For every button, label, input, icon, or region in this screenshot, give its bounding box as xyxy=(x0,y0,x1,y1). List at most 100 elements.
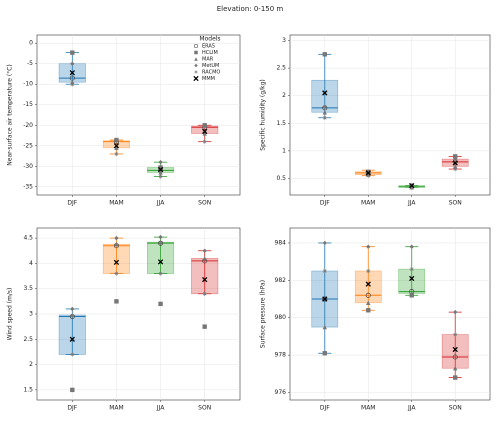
model-marker xyxy=(366,308,371,313)
mean-marker xyxy=(409,182,415,189)
y-axis-label: Surface pressure (hPa) xyxy=(260,280,267,348)
x-tick-label: MAM xyxy=(361,200,375,207)
mean-marker xyxy=(322,296,328,302)
model-marker xyxy=(409,266,414,272)
model-marker xyxy=(202,291,207,296)
plot-area xyxy=(289,34,491,196)
model-marker xyxy=(322,115,327,120)
mean-marker xyxy=(365,170,371,176)
y-tick-label: 978 xyxy=(275,352,287,359)
x-tick-label: JJA xyxy=(156,200,165,207)
mean-marker xyxy=(69,336,75,342)
model-marker xyxy=(158,165,163,170)
model-marker xyxy=(70,312,75,318)
model-marker xyxy=(158,170,163,175)
model-marker xyxy=(202,256,207,261)
x-tick-label: SON xyxy=(198,405,211,412)
box xyxy=(102,243,130,274)
model-marker xyxy=(114,138,119,144)
model-marker xyxy=(452,354,458,360)
y-tick-label: 3.5 xyxy=(23,285,33,292)
mean-marker xyxy=(113,259,120,266)
model-marker xyxy=(202,139,207,144)
y-tick-label: -20 xyxy=(23,122,33,129)
y-tick-label: 2.5 xyxy=(276,65,286,72)
y-tick-label: 980 xyxy=(275,314,287,321)
x-tick-label: JJA xyxy=(156,405,165,412)
model-marker xyxy=(322,52,327,57)
y-tick-label: -5 xyxy=(27,60,33,67)
mean-marker xyxy=(157,166,164,173)
box xyxy=(191,258,219,295)
box xyxy=(441,334,469,369)
model-marker xyxy=(322,351,327,356)
model-marker xyxy=(409,244,414,249)
y-axis-label: Wind speed (m/s) xyxy=(7,288,14,341)
model-marker xyxy=(158,159,163,165)
model-marker xyxy=(453,366,458,371)
y-tick-label: 2 xyxy=(282,92,286,99)
mean-marker xyxy=(202,276,208,283)
legend-label: MetUM xyxy=(202,63,219,69)
y-tick-label: -15 xyxy=(23,101,33,108)
mean-marker xyxy=(322,90,328,96)
model-marker xyxy=(453,332,458,337)
model-marker xyxy=(202,324,207,329)
plot-area xyxy=(36,34,241,196)
x-tick-label: MAM xyxy=(109,405,123,412)
model-marker xyxy=(365,292,371,298)
y-tick-label: 2.5 xyxy=(23,336,33,343)
model-marker xyxy=(453,309,458,315)
x-tick-label: DJF xyxy=(320,405,330,412)
y-tick-label: 4.5 xyxy=(23,235,33,242)
model-marker xyxy=(322,110,327,115)
model-marker xyxy=(453,156,458,162)
model-marker xyxy=(158,174,163,179)
figure-title: Elevation: 0-150 m xyxy=(217,5,284,13)
mean-marker xyxy=(452,160,458,166)
x-tick-label: SON xyxy=(449,200,462,207)
model-marker xyxy=(366,244,371,249)
box xyxy=(398,268,426,294)
model-marker xyxy=(453,375,458,380)
model-marker xyxy=(114,235,119,241)
model-marker xyxy=(366,173,371,178)
y-tick-label: 0 xyxy=(29,40,33,47)
model-marker xyxy=(322,104,327,109)
model-marker xyxy=(453,166,458,172)
model-marker xyxy=(409,291,414,296)
model-marker xyxy=(409,184,414,189)
model-marker xyxy=(202,131,207,136)
legend-marker xyxy=(194,50,198,55)
legend-marker xyxy=(194,57,198,61)
legend-label: HCLIM xyxy=(202,50,218,56)
box xyxy=(58,314,86,355)
y-tick-label: 1.5 xyxy=(23,386,33,393)
model-marker xyxy=(70,352,75,357)
y-tick-label: 982 xyxy=(275,277,287,284)
x-tick-label: DJF xyxy=(67,200,77,207)
model-marker xyxy=(366,268,371,274)
legend-label: RACMO xyxy=(202,70,220,76)
mean-marker xyxy=(202,128,208,135)
model-marker xyxy=(322,240,327,246)
model-marker xyxy=(158,239,163,245)
mean-marker xyxy=(69,70,75,76)
box xyxy=(147,241,175,274)
mean-marker xyxy=(409,275,415,282)
model-marker xyxy=(366,300,371,305)
x-tick-label: DJF xyxy=(67,405,77,412)
model-marker xyxy=(70,387,75,393)
model-marker xyxy=(70,306,75,312)
mean-marker xyxy=(113,143,120,149)
model-marker xyxy=(158,301,163,307)
x-tick-label: MAM xyxy=(361,405,375,412)
y-tick-label: 3 xyxy=(282,37,286,44)
model-marker xyxy=(114,145,119,151)
model-marker xyxy=(322,296,328,302)
model-marker xyxy=(114,241,119,247)
model-marker xyxy=(453,164,458,169)
model-marker xyxy=(114,151,119,157)
model-marker xyxy=(70,82,75,87)
